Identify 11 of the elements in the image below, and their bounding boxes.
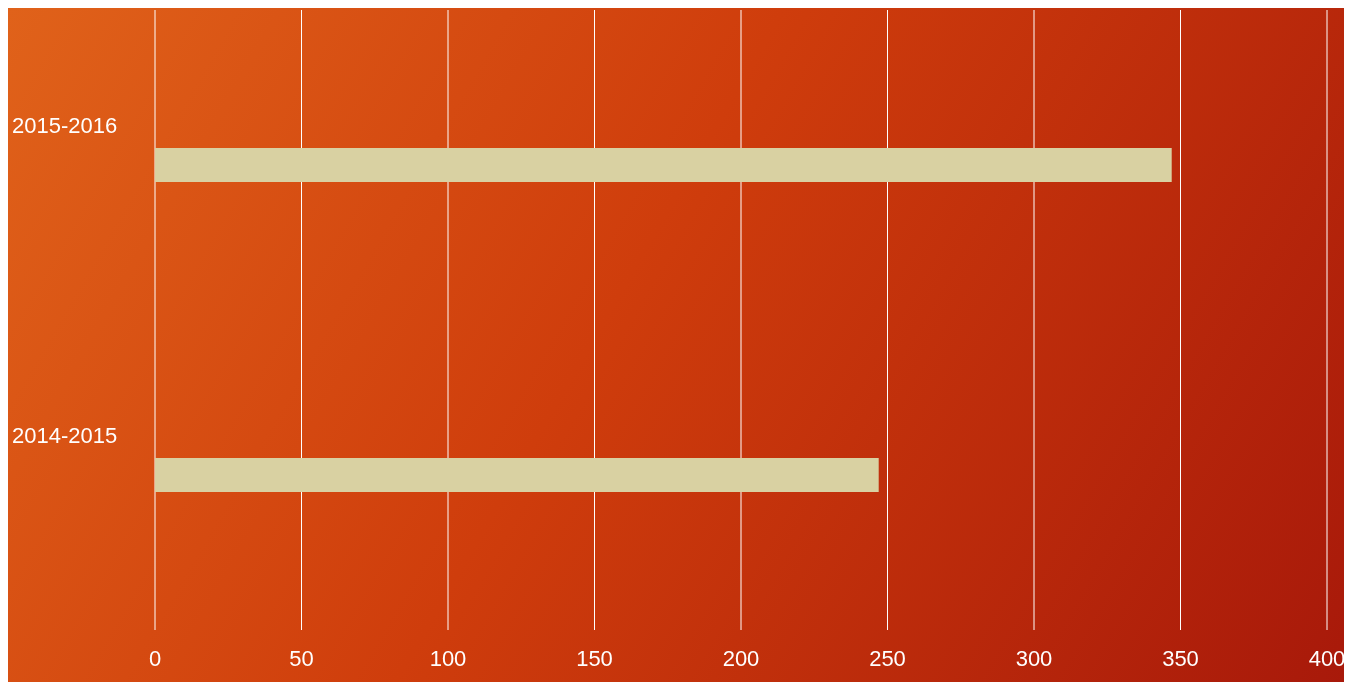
y-tick-label: 2015-2016 (12, 112, 118, 138)
x-tick-label: 150 (576, 645, 613, 671)
x-tick-label: 300 (1015, 645, 1053, 671)
x-tick-label: 400 (1308, 645, 1346, 671)
x-tick-label: 100 (429, 645, 467, 671)
x-tick-label: 50 (289, 645, 314, 671)
x-tick-label: 350 (1162, 645, 1199, 671)
x-tick-label: 250 (869, 645, 906, 671)
x-tick-label: 0 (148, 645, 162, 671)
y-tick-label: 2014-2015 (12, 422, 118, 448)
x-tick-label: 200 (722, 645, 760, 671)
